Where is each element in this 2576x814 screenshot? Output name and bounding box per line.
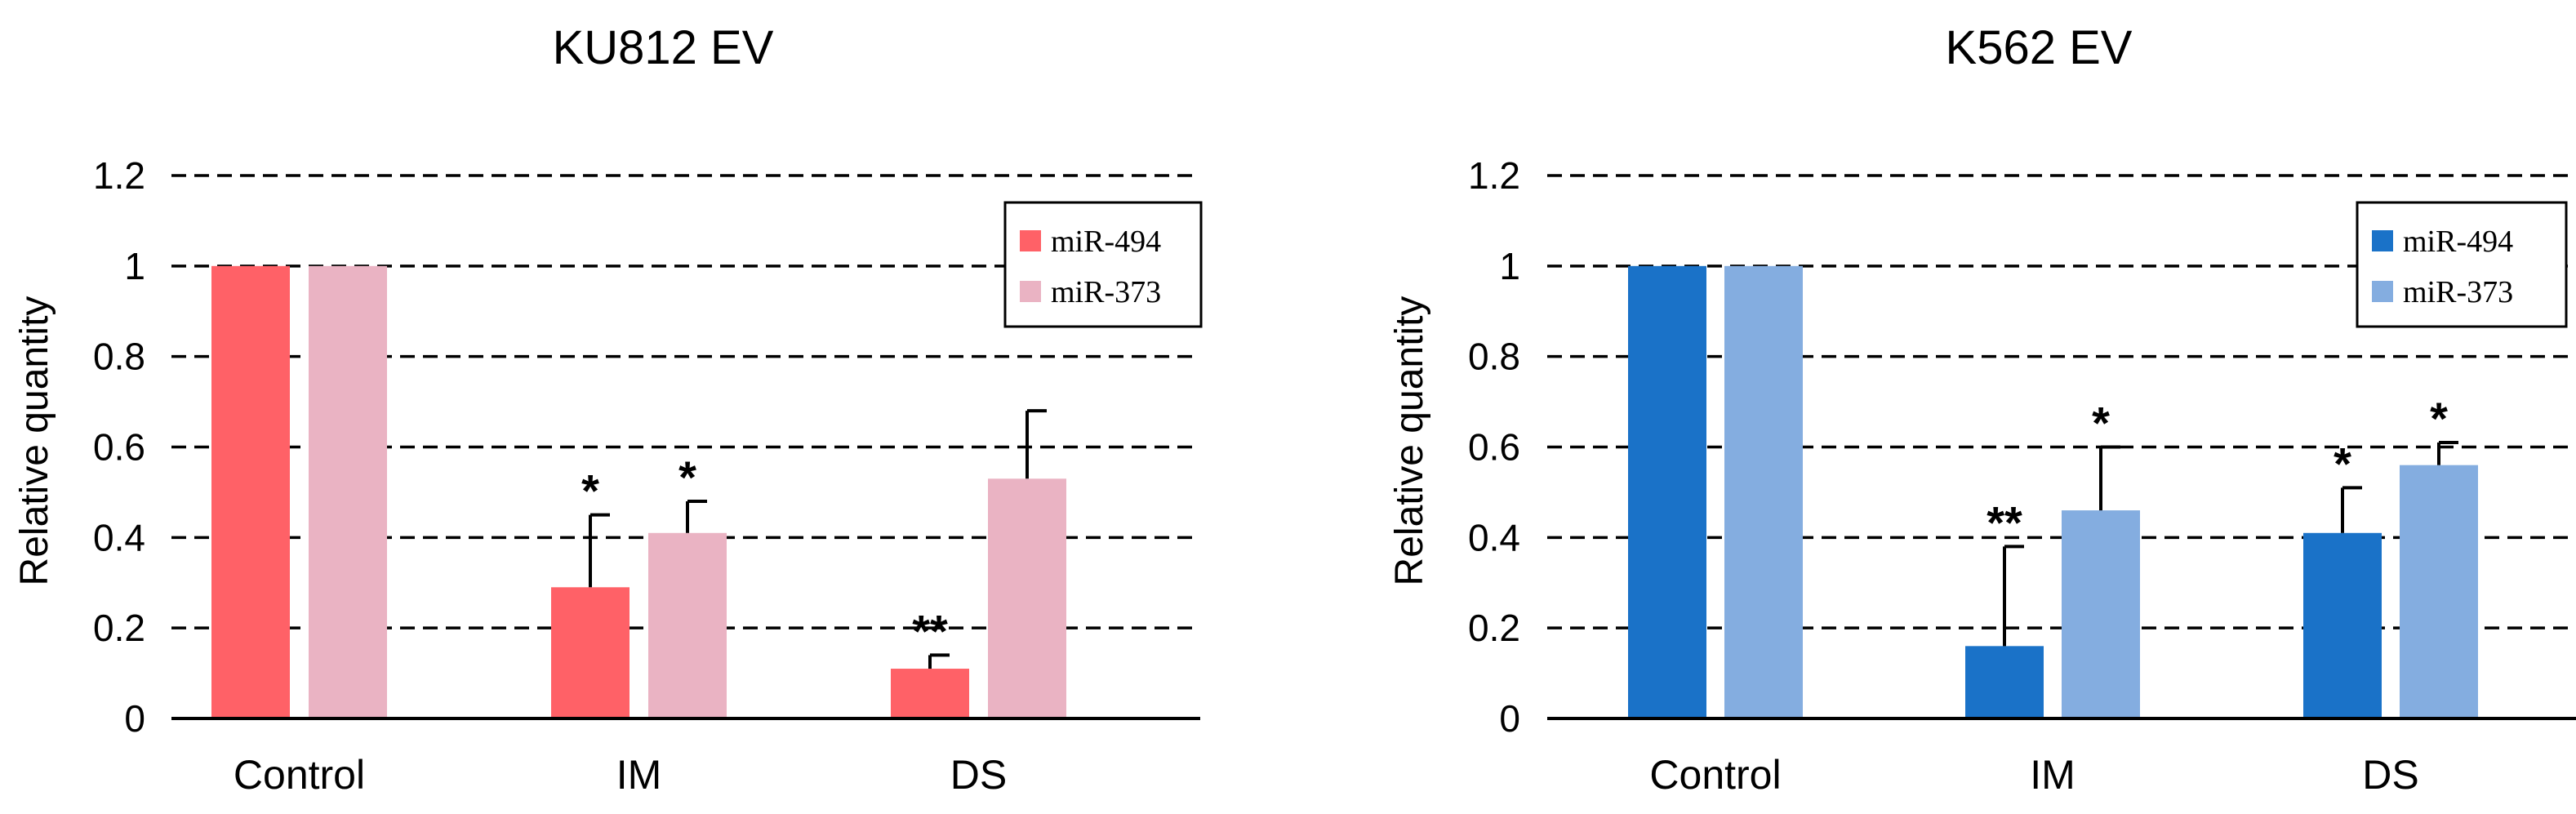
bar	[988, 478, 1066, 718]
bar	[309, 265, 387, 718]
significance-marker: *	[581, 465, 599, 517]
significance-marker: **	[912, 605, 948, 656]
y-tick-label: 1	[1499, 245, 1520, 287]
bar	[1724, 265, 1803, 718]
y-tick-label: 0	[1499, 697, 1520, 740]
x-category-label: Control	[1649, 752, 1781, 798]
y-axis-label: Relative quantity	[1388, 296, 1431, 586]
x-category-label: IM	[2030, 752, 2075, 798]
y-tick-label: 1.2	[1468, 154, 1520, 197]
legend-swatch	[2372, 281, 2393, 302]
x-category-label: DS	[950, 752, 1007, 798]
bar	[551, 587, 630, 718]
legend-swatch	[2372, 230, 2393, 251]
y-tick-label: 1.2	[93, 154, 145, 197]
significance-marker: *	[2092, 398, 2110, 449]
y-tick-label: 0.2	[1468, 607, 1520, 649]
significance-marker: **	[1987, 496, 2022, 548]
legend-label: miR-494	[1051, 225, 1161, 259]
y-tick-label: 0.8	[1468, 336, 1520, 378]
y-tick-label: 0.6	[1468, 426, 1520, 469]
chart-title: KU812 EV	[553, 21, 774, 74]
bar	[2303, 532, 2382, 718]
y-tick-label: 0	[124, 697, 145, 740]
legend-swatch	[1020, 281, 1041, 302]
legend: miR-494 miR-373	[2356, 201, 2568, 328]
legend-label: miR-494	[2403, 225, 2513, 259]
legend-box	[2356, 201, 2568, 328]
y-tick-label: 0.4	[1468, 516, 1520, 558]
x-category-label: Control	[234, 752, 365, 798]
y-tick-label: 0.4	[93, 516, 145, 558]
legend-label: miR-373	[2403, 275, 2513, 309]
bar	[211, 265, 290, 718]
chart-title: K562 EV	[1946, 21, 2133, 74]
bar	[2062, 510, 2140, 718]
legend-swatch	[1020, 230, 1041, 251]
bar	[648, 532, 727, 718]
significance-marker: *	[2430, 393, 2448, 444]
bar	[1965, 646, 2044, 718]
bar	[1628, 265, 1706, 718]
x-category-label: IM	[616, 752, 662, 798]
y-tick-label: 1	[124, 245, 145, 287]
y-tick-label: 0.8	[93, 336, 145, 378]
y-tick-label: 0.6	[93, 426, 145, 469]
significance-marker: *	[678, 451, 696, 503]
legend-box	[1003, 201, 1203, 328]
legend: miR-494 miR-373	[1003, 201, 1203, 328]
y-axis-label: Relative quantity	[13, 296, 56, 586]
x-category-label: DS	[2362, 752, 2418, 798]
bar	[891, 669, 969, 718]
chart-panel-ku812: KU812 EV Relative quantity 0 0.2 0.4 0.6 0.8…	[13, 21, 1203, 798]
legend-label: miR-373	[1051, 275, 1161, 309]
chart-panel-k562: K562 EV Relative quantity 0 0.2 0.4 0.6 0.8 1…	[1388, 21, 2576, 798]
significance-marker: *	[2334, 438, 2351, 489]
y-tick-label: 0.2	[93, 607, 145, 649]
bar	[2400, 465, 2478, 718]
